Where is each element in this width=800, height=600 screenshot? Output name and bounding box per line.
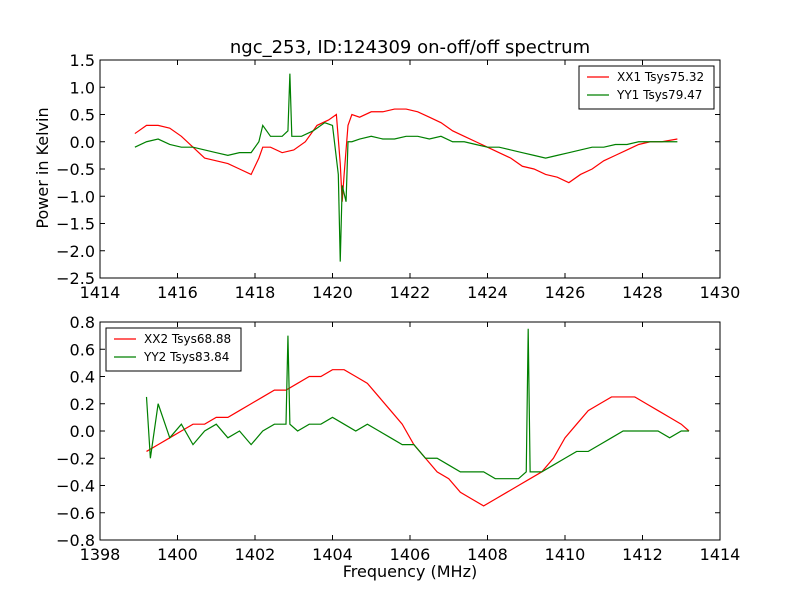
y-tick-label: 0.0 xyxy=(70,133,95,152)
x-tick-label: 1404 xyxy=(312,545,353,564)
y-tick-label: −0.8 xyxy=(56,531,95,550)
legend-box xyxy=(578,65,715,110)
y-tick-label: 0.0 xyxy=(70,422,95,441)
y-tick-label: −0.6 xyxy=(56,504,95,523)
x-tick-label: 1422 xyxy=(390,283,431,302)
y-tick-label: −0.2 xyxy=(56,449,95,468)
x-tick-label: 1410 xyxy=(545,545,586,564)
x-tick-label: 1428 xyxy=(622,283,663,302)
legend-label-yy: YY1 Tsys79.47 xyxy=(616,88,702,102)
x-tick-label: 1420 xyxy=(312,283,353,302)
y-tick-label: 0.8 xyxy=(70,313,95,332)
y-tick-label: 1.5 xyxy=(70,51,95,70)
x-tick-label: 1412 xyxy=(622,545,663,564)
legend: XX2 Tsys68.88 YY2 Tsys83.84 xyxy=(105,327,242,372)
x-tick-label: 1398 xyxy=(80,545,121,564)
y-tick-label: 0.2 xyxy=(70,395,95,414)
x-tick-label: 1416 xyxy=(157,283,198,302)
series-line-xx xyxy=(134,108,678,202)
legend-label-yy: YY2 Tsys83.84 xyxy=(143,350,229,364)
x-tick-label: 1426 xyxy=(545,283,586,302)
y-axis-label: Power in Kelvin xyxy=(33,107,52,228)
y-tick-label: −2.5 xyxy=(56,269,95,288)
figure-title: ngc_253, ID:124309 on-off/off spectrum xyxy=(230,37,590,58)
y-tick-label: 0.5 xyxy=(70,106,95,125)
y-tick-label: −1.0 xyxy=(56,187,95,206)
series-line-yy xyxy=(134,73,678,262)
y-tick-label: −0.5 xyxy=(56,160,95,179)
x-tick-label: 1400 xyxy=(157,545,198,564)
x-axis-label: Frequency (MHz) xyxy=(343,562,477,581)
legend: XX1 Tsys75.32 YY1 Tsys79.47 xyxy=(578,65,715,110)
x-tick-label: 1418 xyxy=(235,283,276,302)
x-tick-label: 1408 xyxy=(467,545,508,564)
legend-label-xx: XX1 Tsys75.32 xyxy=(617,70,704,84)
legend-label-xx: XX2 Tsys68.88 xyxy=(144,332,231,346)
y-tick-label: −1.5 xyxy=(56,215,95,234)
x-tick-label: 1430 xyxy=(700,283,741,302)
x-tick-label: 1424 xyxy=(467,283,508,302)
y-tick-label: 0.4 xyxy=(70,368,95,387)
legend-box xyxy=(105,327,242,372)
y-tick-label: −2.0 xyxy=(56,242,95,261)
x-tick-label: 1414 xyxy=(80,283,121,302)
x-tick-label: 1402 xyxy=(235,545,276,564)
x-tick-label: 1406 xyxy=(390,545,431,564)
y-tick-label: 1.0 xyxy=(70,78,95,97)
y-tick-label: −0.4 xyxy=(56,477,95,496)
series-line-yy xyxy=(145,328,689,480)
x-tick-label: 1414 xyxy=(700,545,741,564)
y-tick-label: 0.6 xyxy=(70,340,95,359)
